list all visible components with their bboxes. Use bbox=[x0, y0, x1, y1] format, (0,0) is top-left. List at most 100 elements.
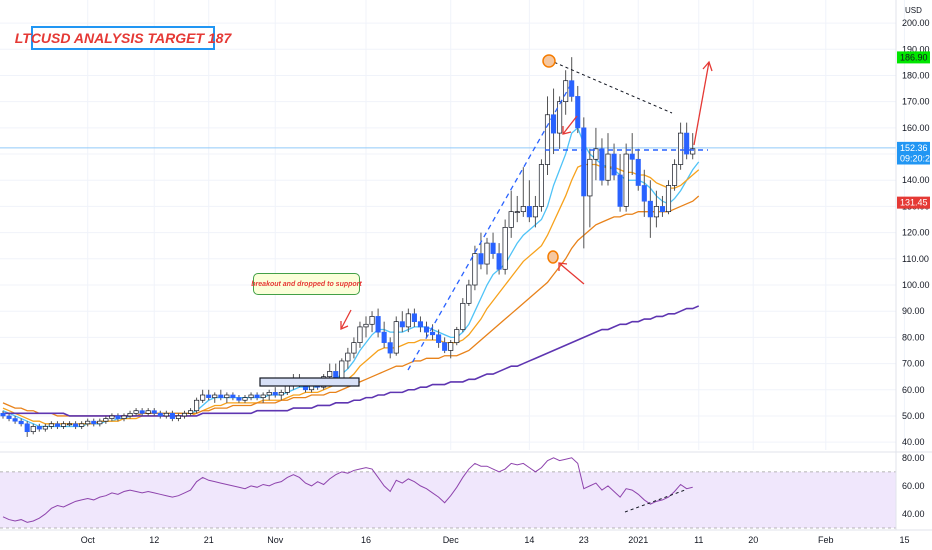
price-axis[interactable]: 40.00 50.00 60.00 70.00 80.00 90.00 100.00 110.… bbox=[902, 18, 930, 447]
price-tick-label: 50.00 bbox=[902, 411, 925, 421]
candle-body bbox=[593, 148, 599, 160]
candle-body bbox=[678, 132, 684, 165]
candle-body bbox=[557, 101, 563, 134]
support-box[interactable] bbox=[259, 377, 360, 387]
date-tick-label: 20 bbox=[748, 535, 758, 545]
rsi-panel bbox=[0, 457, 896, 529]
candle-body bbox=[242, 397, 248, 401]
rsi-tick-label: 80.00 bbox=[902, 453, 925, 463]
candle-body bbox=[671, 164, 678, 186]
annotation-text: breakout and dropped to support bbox=[251, 280, 362, 288]
date-tick-label: 15 bbox=[899, 535, 909, 545]
candle-body bbox=[230, 394, 236, 398]
candle-body bbox=[442, 342, 448, 351]
price-tick-label: 160.00 bbox=[902, 123, 930, 133]
candle-body bbox=[139, 410, 145, 414]
date-tick-label: 23 bbox=[579, 535, 589, 545]
candle-body bbox=[550, 114, 557, 134]
price-badge-label: 186.90 bbox=[900, 52, 928, 62]
candle-body bbox=[175, 415, 182, 419]
price-tick-label: 140.00 bbox=[902, 175, 930, 185]
rsi-band bbox=[0, 471, 896, 528]
trendline-channel-dashed[interactable] bbox=[407, 85, 571, 371]
candle-body bbox=[520, 206, 526, 213]
candle-body bbox=[460, 302, 466, 330]
price-badge bbox=[897, 196, 930, 209]
candle-body bbox=[18, 420, 24, 425]
candle-body bbox=[218, 394, 224, 398]
date-tick-label: 16 bbox=[361, 535, 371, 545]
drawings bbox=[259, 54, 713, 513]
price-tick-label: 180.00 bbox=[902, 70, 930, 80]
candle-body bbox=[169, 412, 175, 419]
candle-body bbox=[6, 415, 12, 419]
candle-body bbox=[351, 342, 357, 354]
candle-body bbox=[605, 153, 611, 181]
date-tick-label: Oct bbox=[81, 535, 96, 545]
annotation-callout: breakout and dropped to support bbox=[251, 273, 362, 295]
candle-body bbox=[0, 412, 6, 417]
low-circle-marker[interactable] bbox=[547, 250, 559, 264]
candle-body bbox=[103, 418, 109, 422]
candle-body bbox=[369, 316, 375, 325]
candle-body bbox=[127, 412, 133, 417]
candle-body bbox=[254, 394, 260, 398]
candle-body bbox=[629, 153, 635, 160]
rsi-trendline-dashed[interactable] bbox=[624, 489, 686, 513]
candle-body bbox=[502, 227, 508, 270]
price-badge bbox=[897, 141, 930, 154]
chart-title: LTCUSD ANALYSIS TARGET 187 bbox=[14, 30, 232, 46]
ma-line-3 bbox=[3, 305, 700, 417]
candle-body bbox=[73, 423, 79, 427]
candle-body bbox=[345, 352, 351, 362]
rsi-axis[interactable]: 40.00 60.00 80.00 bbox=[902, 453, 925, 519]
arrow-down-left-icon-1 bbox=[340, 309, 352, 330]
candle-body bbox=[538, 164, 545, 207]
candle-body bbox=[181, 412, 188, 417]
price-tick-label: 60.00 bbox=[902, 385, 925, 395]
trendline-top-dashed[interactable] bbox=[548, 59, 673, 114]
candle-body bbox=[200, 394, 206, 401]
candle-body bbox=[690, 148, 696, 155]
price-tick-label: 80.00 bbox=[902, 332, 925, 342]
candle-body bbox=[490, 242, 496, 254]
candle-body bbox=[623, 153, 629, 207]
rsi-tick-label: 40.00 bbox=[902, 509, 925, 519]
price-tick-label: 110.00 bbox=[902, 254, 929, 264]
candle-body bbox=[659, 206, 666, 213]
price-tick-label: 170.00 bbox=[902, 97, 930, 107]
candlesticks bbox=[0, 57, 696, 437]
candle-body bbox=[24, 423, 30, 433]
candle-body bbox=[387, 342, 393, 354]
candle-body bbox=[79, 423, 85, 427]
high-circle-marker[interactable] bbox=[542, 54, 556, 68]
candle-body bbox=[647, 200, 653, 218]
candle-body bbox=[526, 206, 532, 218]
candle-body bbox=[466, 284, 472, 304]
candle-body bbox=[599, 148, 605, 181]
date-tick-label: 11 bbox=[694, 535, 703, 545]
date-tick-label: Feb bbox=[818, 535, 834, 545]
candle-body bbox=[363, 323, 369, 328]
candle-body bbox=[97, 420, 103, 425]
price-tick-label: 100.00 bbox=[902, 280, 930, 290]
candle-body bbox=[496, 253, 502, 270]
chart-title-box: LTCUSD ANALYSIS TARGET 187 bbox=[15, 26, 231, 50]
date-tick-label: 12 bbox=[149, 535, 159, 545]
candle-body bbox=[684, 132, 690, 155]
candle-body bbox=[417, 321, 424, 328]
price-tick-label: 190.00 bbox=[902, 44, 930, 54]
price-tick-label: 70.00 bbox=[902, 359, 925, 369]
candle-body bbox=[454, 329, 460, 343]
candle-body bbox=[436, 334, 442, 343]
candle-body bbox=[563, 80, 569, 103]
candle-body bbox=[236, 397, 242, 401]
candle-body bbox=[145, 410, 151, 414]
price-tick-label: 200.00 bbox=[902, 18, 930, 28]
price-badge-label: 09:20:29 bbox=[900, 154, 932, 164]
date-tick-label: Dec bbox=[443, 535, 460, 545]
grid-lines bbox=[0, 0, 905, 450]
candle-body bbox=[212, 394, 218, 398]
date-axis[interactable]: Oct1221Nov16Dec142320211120Feb15Mar15 bbox=[81, 535, 932, 545]
